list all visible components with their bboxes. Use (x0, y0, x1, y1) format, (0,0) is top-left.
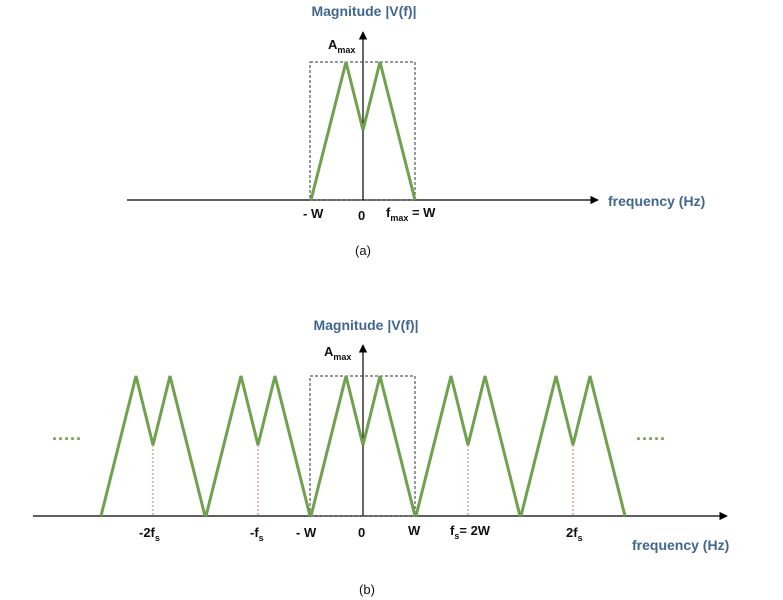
spectrum-copy (309, 375, 417, 517)
panel-b-tick-minus-fs: -fs (250, 525, 264, 543)
panel-b-bandwidth-box (309, 375, 416, 517)
panel-b-caption: (b) (359, 582, 375, 597)
panel-a-tick-fmax: fmax = W (386, 205, 436, 223)
panel-b-tick-zero: 0 (358, 525, 365, 540)
spectrum-copy (414, 375, 522, 517)
panel-a-x-title: frequency (Hz) (608, 193, 705, 209)
panel-a-amax-label: Amax (328, 37, 355, 55)
panel-a-tick-neg-w: - W (303, 206, 324, 221)
panel-b-ellipsis-right: ..... (636, 424, 666, 444)
panel-a-spectrum (309, 61, 417, 201)
spectrum-copy (204, 375, 312, 517)
panel-b-tick-neg-w: - W (296, 525, 317, 540)
panel-a-caption: (a) (355, 243, 371, 258)
spectrum-copy (519, 375, 627, 517)
panel-b-tick-minus-2fs: -2fs (139, 525, 160, 543)
panel-a-y-title: Magnitude |V(f)| (311, 3, 416, 19)
panel-b-ellipsis-left: ..... (52, 424, 82, 444)
panel-b-spectrum-copies (99, 375, 627, 517)
spectrum-copy (99, 375, 207, 517)
panel-b-x-title: frequency (Hz) (632, 537, 729, 553)
panel-a: Magnitude |V(f)| Amax - W 0 fmax = W fre… (127, 3, 705, 258)
panel-b: Magnitude |V(f)| Amax ..... ..... -2fs -… (33, 317, 729, 597)
panel-b-y-title: Magnitude |V(f)| (313, 317, 418, 333)
panel-b-amax-label: Amax (324, 344, 351, 362)
panel-b-tick-w: W (408, 523, 421, 538)
panel-a-tick-zero: 0 (358, 208, 365, 223)
panel-b-tick-2fs: 2fs (566, 525, 583, 543)
panel-b-tick-fs: fs= 2W (450, 523, 491, 541)
panel-a-bandwidth-box (309, 61, 416, 201)
